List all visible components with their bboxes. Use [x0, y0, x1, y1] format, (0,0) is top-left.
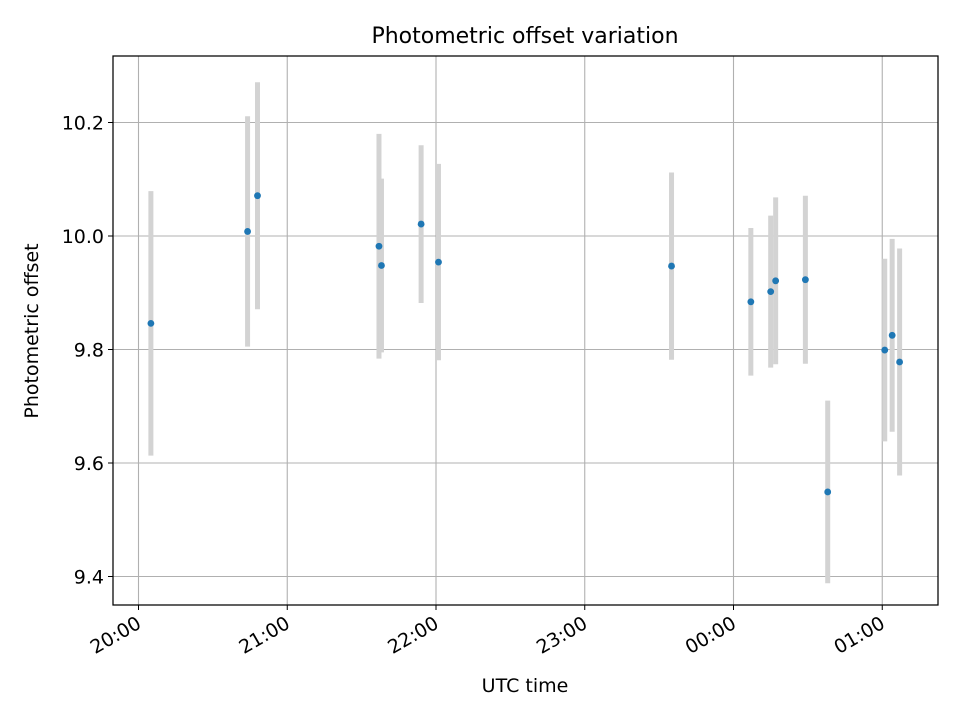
x-tick-label: 00:00	[682, 612, 740, 658]
data-point	[668, 262, 675, 270]
x-axis-label: UTC time	[482, 675, 569, 697]
y-tick-label: 9.4	[74, 567, 104, 589]
data-point	[147, 319, 155, 327]
grid-layer	[113, 56, 938, 605]
data-point	[767, 288, 775, 296]
plot-frame	[112, 55, 939, 606]
data-point	[254, 192, 261, 200]
y-tick-label: 10.0	[62, 226, 104, 248]
x-tick-label: 22:00	[384, 612, 442, 658]
data-point	[747, 298, 755, 306]
y-axis-ticks: 9.4 9.6 9.8 10.0 10.2	[62, 113, 113, 589]
y-tick-label: 10.2	[62, 113, 104, 135]
x-tick-label: 01:00	[830, 612, 888, 658]
x-tick-label: 23:00	[533, 612, 591, 658]
data-point	[435, 258, 442, 266]
y-tick-label: 9.6	[74, 453, 104, 475]
chart-title: Photometric offset variation	[371, 24, 678, 49]
data-point	[772, 277, 780, 285]
x-axis-ticks: 20:00 21:00 22:00 23:00 00:00 01:00	[87, 605, 889, 659]
data-point	[881, 346, 889, 354]
data-point	[378, 262, 385, 269]
data-point	[801, 276, 809, 284]
data-point	[896, 358, 904, 366]
y-axis-label: Photometric offset	[21, 243, 43, 418]
x-tick-label: 20:00	[87, 612, 145, 658]
data-point-layer	[147, 192, 904, 496]
data-point	[244, 228, 251, 235]
data-point	[375, 242, 383, 250]
data-point	[417, 220, 425, 228]
y-tick-label: 9.8	[74, 340, 104, 362]
errorbar-layer	[148, 82, 903, 584]
x-tick-label: 21:00	[235, 612, 293, 658]
data-point	[888, 331, 896, 339]
data-point	[824, 488, 832, 496]
